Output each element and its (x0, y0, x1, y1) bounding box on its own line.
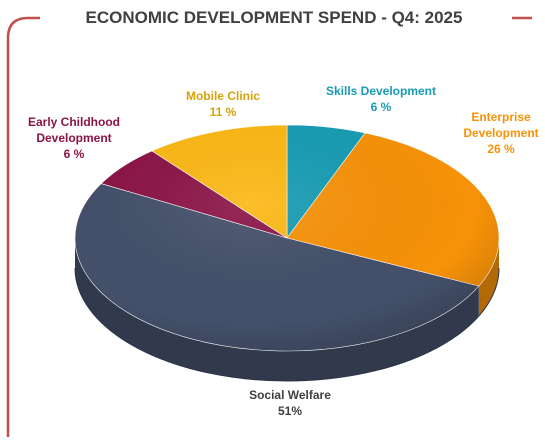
label-early-childhood-development-name-2: Development (36, 131, 112, 145)
chart-title: ECONOMIC DEVELOPMENT SPEND - Q4: 2025 (40, 3, 508, 33)
label-early-childhood-development-name-1: Early Childhood (27, 115, 120, 129)
label-skills-development: Skills Development 6 % (320, 83, 442, 115)
label-social-welfare-name: Social Welfare (249, 388, 331, 402)
label-mobile-clinic-value: 11 % (209, 105, 237, 119)
label-enterprise-development-value: 26 % (487, 142, 515, 156)
label-early-childhood-development: Early Childhood Development 6 % (20, 114, 128, 162)
label-enterprise-development: Enterprise Development 26 % (455, 109, 545, 157)
label-enterprise-development-name-1: Enterprise (471, 110, 531, 124)
label-mobile-clinic: Mobile Clinic 11 % (170, 88, 276, 120)
label-social-welfare: Social Welfare 51% (235, 387, 345, 419)
label-early-childhood-development-value: 6 % (63, 147, 85, 161)
label-social-welfare-value: 51% (277, 404, 303, 418)
label-skills-development-name: Skills Development (325, 84, 437, 98)
label-mobile-clinic-name: Mobile Clinic (185, 89, 260, 103)
label-enterprise-development-name-2: Development (463, 126, 539, 140)
label-skills-development-value: 6 % (370, 100, 392, 114)
